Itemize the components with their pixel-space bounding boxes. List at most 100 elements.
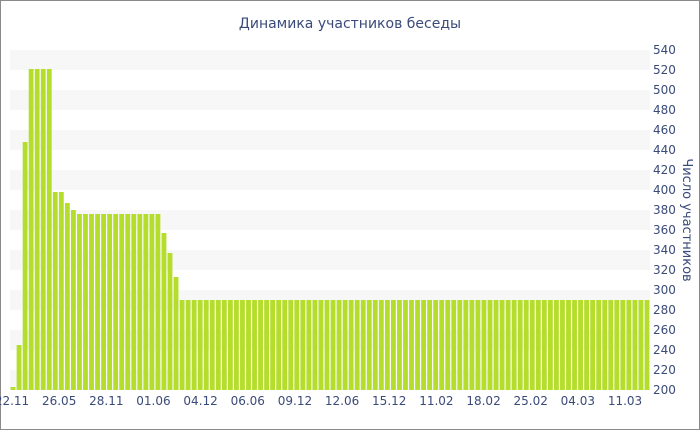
bar bbox=[415, 300, 420, 390]
bar bbox=[541, 300, 547, 390]
bar bbox=[644, 300, 650, 390]
bar bbox=[487, 300, 493, 390]
bar bbox=[378, 300, 384, 390]
bar bbox=[330, 300, 336, 390]
bar bbox=[240, 300, 245, 390]
x-tick-label: 25.02 bbox=[514, 394, 548, 408]
bar bbox=[58, 192, 64, 390]
bar bbox=[179, 300, 185, 390]
bar bbox=[554, 300, 559, 390]
bar bbox=[535, 300, 541, 390]
y-tick-label: 400 bbox=[653, 183, 676, 197]
bar bbox=[481, 300, 487, 390]
bar bbox=[499, 300, 505, 390]
bar bbox=[620, 300, 626, 390]
x-tick-label: 01.06 bbox=[136, 394, 170, 408]
bar bbox=[282, 300, 288, 390]
bar bbox=[463, 300, 469, 390]
bar bbox=[360, 300, 366, 390]
bar bbox=[469, 300, 475, 390]
bar bbox=[101, 214, 107, 390]
y-tick-label: 200 bbox=[653, 383, 676, 397]
bar bbox=[397, 300, 402, 390]
y-tick-label: 260 bbox=[653, 323, 676, 337]
grid-band bbox=[10, 130, 650, 150]
bar bbox=[348, 300, 354, 390]
bar bbox=[421, 300, 427, 390]
y-tick-label: 380 bbox=[653, 203, 676, 217]
bar bbox=[608, 300, 614, 390]
bar bbox=[572, 300, 577, 390]
bar bbox=[626, 300, 632, 390]
bar bbox=[46, 69, 52, 390]
bar bbox=[300, 300, 306, 390]
bar bbox=[83, 214, 88, 390]
bar bbox=[209, 300, 215, 390]
bar bbox=[342, 300, 348, 390]
bar bbox=[306, 300, 312, 390]
bar bbox=[34, 69, 40, 390]
x-tick-label: 11.02 bbox=[419, 394, 453, 408]
bar bbox=[427, 300, 433, 390]
bar bbox=[125, 214, 131, 390]
y-tick-label: 360 bbox=[653, 223, 676, 237]
x-tick-label: 26.05 bbox=[42, 394, 76, 408]
y-axis-title: Число участников bbox=[679, 158, 694, 281]
x-tick-label: 04.03 bbox=[561, 394, 595, 408]
x-tick-label: 04.12 bbox=[183, 394, 217, 408]
y-tick-label: 420 bbox=[653, 163, 676, 177]
y-tick-label: 540 bbox=[653, 43, 676, 57]
bar bbox=[560, 300, 565, 390]
x-axis-ticks: 22.11 26.05 28.11 01.06 04.12 06.06 09.12 12.06… bbox=[0, 394, 642, 408]
bar bbox=[590, 300, 596, 390]
bar bbox=[366, 300, 372, 390]
bar bbox=[451, 300, 457, 390]
bar bbox=[16, 345, 22, 390]
bar bbox=[632, 300, 638, 390]
x-tick-label: 28.11 bbox=[89, 394, 123, 408]
bar bbox=[89, 214, 94, 390]
bar bbox=[324, 300, 330, 390]
bar bbox=[77, 214, 82, 390]
bar bbox=[312, 300, 318, 390]
bar bbox=[197, 300, 203, 390]
bar bbox=[294, 300, 300, 390]
x-tick-label: 12.06 bbox=[325, 394, 359, 408]
bar bbox=[439, 300, 445, 390]
bar bbox=[143, 214, 149, 390]
bar bbox=[155, 214, 161, 390]
x-tick-label: 22.11 bbox=[0, 394, 29, 408]
bar bbox=[161, 233, 167, 390]
bar bbox=[185, 300, 191, 390]
bar-series bbox=[10, 69, 650, 390]
bar bbox=[457, 300, 463, 390]
bar bbox=[137, 214, 143, 390]
bar bbox=[372, 300, 378, 390]
y-tick-label: 300 bbox=[653, 283, 676, 297]
bar bbox=[445, 300, 451, 390]
bar bbox=[566, 300, 571, 390]
bar bbox=[173, 277, 179, 390]
grid-band bbox=[10, 210, 650, 230]
bar bbox=[529, 300, 535, 390]
bar bbox=[475, 300, 481, 390]
y-tick-label: 240 bbox=[653, 343, 676, 357]
y-tick-label: 220 bbox=[653, 363, 676, 377]
y-tick-label: 340 bbox=[653, 243, 676, 257]
bar bbox=[40, 69, 46, 390]
y-tick-label: 440 bbox=[653, 143, 676, 157]
bar bbox=[354, 300, 360, 390]
bar bbox=[246, 300, 251, 390]
bar bbox=[167, 253, 173, 390]
bar bbox=[252, 300, 257, 390]
bar bbox=[384, 300, 390, 390]
x-tick-label: 06.06 bbox=[231, 394, 265, 408]
bar bbox=[113, 214, 119, 390]
bar bbox=[258, 300, 263, 390]
bar bbox=[70, 210, 76, 390]
bar bbox=[131, 214, 137, 390]
x-tick-label: 11.03 bbox=[608, 394, 642, 408]
bar bbox=[95, 214, 100, 390]
bar bbox=[227, 300, 233, 390]
